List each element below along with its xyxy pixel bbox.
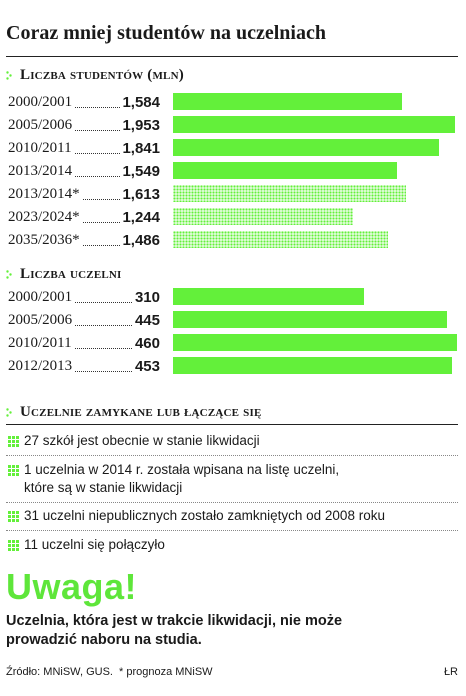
closing-item-text: 31 uczelni niepublicznych zostało zamkni… [24,508,385,523]
forecast-bar [173,185,406,202]
chart-row: 2005/2006 1,953 [8,114,460,137]
grid-bullet-icon [8,436,19,447]
list-item: 27 szkół jest obecnie w stanie likwidacj… [8,432,458,450]
chart-row: 2005/2006 445 [8,309,460,332]
warning-line: Uczelnia, która jest w trakcie likwidacj… [6,613,343,629]
category-label: 2010/2011 [8,335,74,352]
closing-item-text: 1 uczelnia w 2014 r. została wpisana na … [24,462,340,477]
list-item: 31 uczelni niepublicznych zostało zamkni… [8,507,458,525]
page-title: Coraz mniej studentów na uczelniach [6,22,326,44]
dots-bullet-icon [6,70,12,80]
list-item: 1 uczelnia w 2014 r. została wpisana na … [8,461,458,497]
warning-text: Uczelnia, która jest w trakcie likwidacj… [6,612,446,650]
category-label: 2013/2014 [8,163,75,180]
list-item: 11 uczelni się połączyło [8,536,458,554]
chart-row: 2010/2011 460 [8,332,460,355]
leader-dots [48,130,160,131]
leader-dots [48,153,160,154]
list-separator [6,530,458,531]
forecast-bar [173,231,388,248]
grid-bullet-icon [8,465,19,476]
value-label: 1,486 [120,232,160,249]
leader-dots [48,348,160,349]
leader-dots [48,199,160,200]
value-label: 1,549 [120,163,160,180]
closing-section-heading: Uczelnie zamykane lub łączące się [6,403,261,421]
category-label: 2005/2006 [8,312,75,329]
bar [173,357,452,374]
bar [173,334,457,351]
value-label: 1,613 [120,186,160,203]
leader-dots [48,222,160,223]
value-label: 310 [132,289,160,306]
bar [173,139,439,156]
dots-bullet-icon [6,407,12,417]
grid-bullet-icon [8,540,19,551]
category-label: 2000/2001 [8,94,75,111]
category-label: 2005/2006 [8,117,75,134]
value-label: 453 [132,358,160,375]
bar [173,162,397,179]
leader-dots [48,176,160,177]
title-rule [6,56,458,57]
closing-item-text: które są w stanie likwidacji [24,480,183,495]
value-label: 460 [132,335,160,352]
chart-row: 2000/2001 310 [8,286,460,309]
warning-line: prowadzić naboru na studia. [6,632,202,648]
category-label: 2000/2001 [8,289,75,306]
bar [173,311,447,328]
chart-row: 2013/2014* 1,613 [8,183,460,206]
category-label: 2035/2036* [8,232,82,249]
category-label: 2012/2013 [8,358,75,375]
leader-dots [48,107,160,108]
value-label: 445 [132,312,160,329]
students-section-heading: Liczba studentów (mln) [6,66,184,84]
closing-rule [6,424,458,425]
universities-chart-title: Liczba uczelni [20,265,122,282]
value-label: 1,953 [120,117,160,134]
chart-row: 2000/2001 1,584 [8,91,460,114]
value-label: 1,584 [120,94,160,111]
bar [173,116,455,133]
bar [173,93,402,110]
leader-dots [48,245,160,246]
grid-bullet-icon [8,511,19,522]
universities-section-heading: Liczba uczelni [6,265,122,283]
uwaga-heading: Uwaga! [6,566,138,607]
category-label: 2010/2011 [8,140,74,157]
forecast-bar [173,208,353,225]
closing-heading: Uczelnie zamykane lub łączące się [20,403,262,420]
category-label: 2023/2024* [8,209,82,226]
dots-bullet-icon [6,269,12,279]
list-separator [6,502,458,503]
list-separator [6,455,458,456]
leader-dots [48,302,160,303]
leader-dots [48,325,160,326]
category-label: 2013/2014* [8,186,82,203]
closing-item-text: 27 szkół jest obecnie w stanie likwidacj… [24,433,260,448]
forecast-note: * prognoza MNiSW [119,666,213,678]
chart-row: 2012/2013 453 [8,355,460,378]
source-note: Źródło: MNiSW, GUS. [6,666,113,678]
chart-row: 2023/2024* 1,244 [8,206,460,229]
leader-dots [48,371,160,372]
author-initials: ŁR [443,666,458,678]
closing-item-text: 11 uczelni się połączyło [24,537,165,552]
bar [173,288,364,305]
students-chart-title: Liczba studentów (mln) [20,66,184,83]
value-label: 1,841 [120,140,160,157]
chart-row: 2013/2014 1,549 [8,160,460,183]
chart-row: 2035/2036* 1,486 [8,229,460,252]
chart-row: 2010/2011 1,841 [8,137,460,160]
value-label: 1,244 [120,209,160,226]
